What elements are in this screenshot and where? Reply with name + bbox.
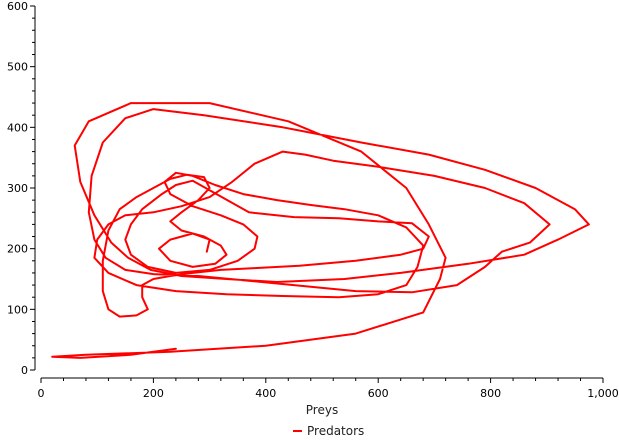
y-tick-label: 200 (7, 243, 28, 256)
y-tick-label: 300 (7, 182, 28, 195)
y-tick-label: 100 (7, 303, 28, 316)
x-ticks: 0 200 400 600 800 1,000 (38, 378, 619, 400)
x-tick-label: 1,000 (587, 387, 619, 400)
x-tick-label: 0 (38, 387, 45, 400)
legend-label-predators: Predators (307, 424, 364, 438)
x-axis-title: Preys (306, 403, 338, 417)
x-tick-label: 800 (480, 387, 501, 400)
x-tick-label: 400 (255, 387, 276, 400)
legend[interactable]: Predators (293, 424, 364, 438)
y-ticks: 0 100 200 300 400 500 600 (7, 0, 35, 377)
y-tick-label: 0 (21, 364, 28, 377)
plot-lines (51, 102, 590, 359)
y-tick-label: 500 (7, 61, 28, 74)
x-tick-label: 600 (368, 387, 389, 400)
y-tick-label: 400 (7, 121, 28, 134)
x-tick-label: 200 (143, 387, 164, 400)
y-tick-label: 600 (7, 0, 28, 13)
series-line-predators (51, 102, 590, 359)
